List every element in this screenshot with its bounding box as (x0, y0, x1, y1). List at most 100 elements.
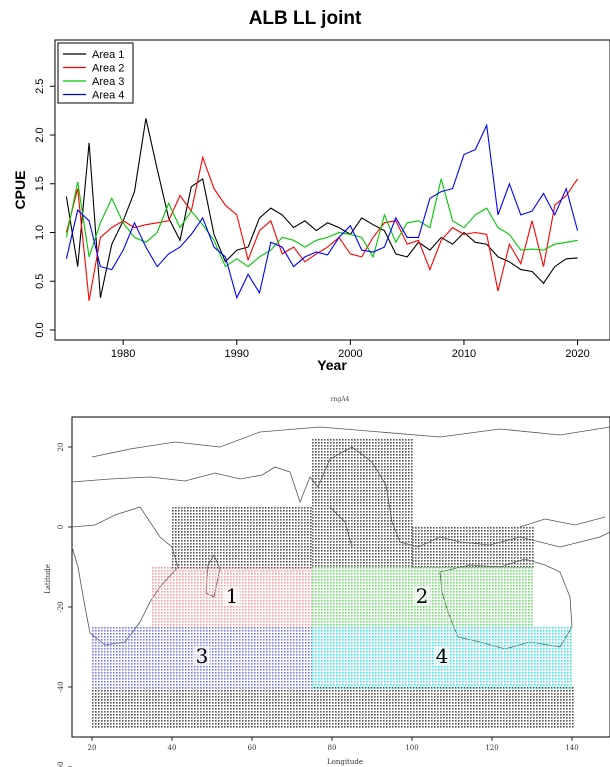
map-dot (360, 502, 362, 504)
map-dot (277, 519, 279, 521)
map-dot (327, 547, 329, 549)
map-dot (263, 702, 265, 704)
map-dot (339, 481, 341, 483)
map-dot (312, 445, 314, 447)
map-dot (443, 714, 445, 716)
map-dot (256, 513, 258, 515)
map-dot (310, 510, 312, 512)
map-dot (392, 702, 394, 704)
map-dot (493, 539, 495, 541)
map-dot (369, 556, 371, 558)
map-dot (411, 490, 413, 492)
map-dot (384, 487, 386, 489)
map-dot (265, 531, 267, 533)
map-dot (493, 548, 495, 550)
map-dot (329, 696, 331, 698)
map-dot (161, 711, 163, 713)
map-dot (330, 559, 332, 561)
map-dot (289, 531, 291, 533)
map-dot (324, 442, 326, 444)
map-dot (514, 560, 516, 562)
map-dot (269, 693, 271, 695)
map-dot (184, 525, 186, 527)
map-dot (434, 711, 436, 713)
map-dot (478, 542, 480, 544)
map-dot (390, 526, 392, 528)
map-dot (476, 705, 478, 707)
map-dot (366, 463, 368, 465)
map-dot (202, 567, 204, 569)
map-dot (197, 690, 199, 692)
map-dot (259, 519, 261, 521)
map-dot (505, 539, 507, 541)
map-dot (295, 546, 297, 548)
map-dot (194, 699, 196, 701)
map-dot (280, 555, 282, 557)
map-dot (446, 699, 448, 701)
map-dot (239, 714, 241, 716)
map-dot (194, 702, 196, 704)
map-dot (184, 543, 186, 545)
map-dot (131, 705, 133, 707)
map-dot (348, 544, 350, 546)
map-dot (412, 530, 414, 532)
map-dot (318, 520, 320, 522)
map-dot (164, 714, 166, 716)
map-dot (342, 469, 344, 471)
map-dot (460, 557, 462, 559)
map-dot (390, 487, 392, 489)
map-dot (517, 533, 519, 535)
map-dot (232, 564, 234, 566)
map-dot (481, 536, 483, 538)
map-dot (95, 696, 97, 698)
map-dot (494, 711, 496, 713)
map-dot (452, 705, 454, 707)
map-dot (491, 708, 493, 710)
map-dot (167, 726, 169, 728)
map-dot (247, 519, 249, 521)
map-dot (230, 690, 232, 692)
map-dot (119, 696, 121, 698)
map-dot (312, 469, 314, 471)
map-dot (500, 699, 502, 701)
map-dot (293, 726, 295, 728)
map-dot (324, 565, 326, 567)
map-dot (280, 546, 282, 548)
map-dot (245, 720, 247, 722)
map-dot (473, 717, 475, 719)
map-dot (212, 711, 214, 713)
map-dot (473, 708, 475, 710)
map-dot (146, 723, 148, 725)
map-dot (380, 699, 382, 701)
map-dot (259, 537, 261, 539)
map-dot (208, 516, 210, 518)
map-dot (176, 720, 178, 722)
map-dot (481, 548, 483, 550)
map-dot (342, 457, 344, 459)
map-dot (428, 696, 430, 698)
map-dot (278, 714, 280, 716)
map-dot (378, 472, 380, 474)
map-dot (393, 562, 395, 564)
map-dot (344, 705, 346, 707)
map-dot (478, 530, 480, 532)
map-dot (396, 493, 398, 495)
map-dot (342, 565, 344, 567)
map-dot (161, 714, 163, 716)
map-dot (286, 540, 288, 542)
map-dot (152, 690, 154, 692)
map-dot (295, 513, 297, 515)
map-dot (263, 711, 265, 713)
map-dot (351, 541, 353, 543)
map-dot (122, 693, 124, 695)
map-dot (342, 511, 344, 513)
map-dot (436, 554, 438, 556)
map-dot (227, 714, 229, 716)
map-dot (412, 548, 414, 550)
map-dot (411, 511, 413, 513)
map-dot (318, 544, 320, 546)
map-dot (375, 562, 377, 564)
map-dot (281, 720, 283, 722)
map-dot (411, 457, 413, 459)
map-dot (396, 490, 398, 492)
